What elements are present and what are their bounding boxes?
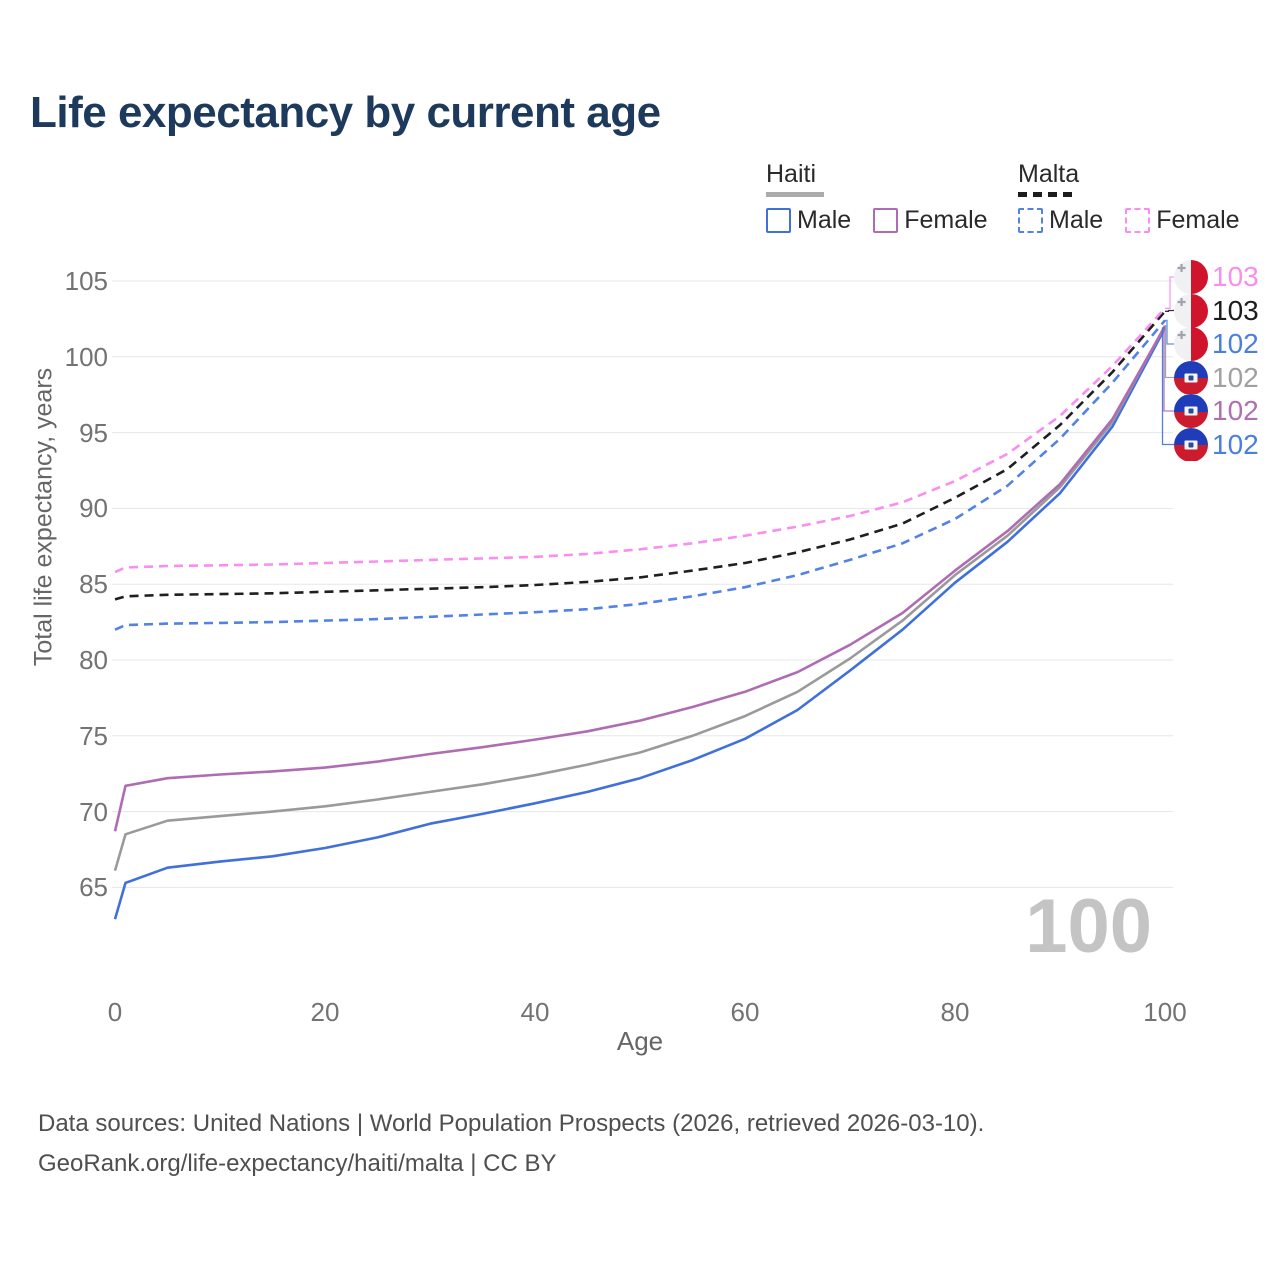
y-tick-label: 85 [79,569,108,600]
malta-dashed-line-swatch [1018,192,1076,197]
george-cross-icon: ✚ [1177,263,1187,275]
series-line-haiti-both-sexes [113,325,1167,872]
y-tick-label: 80 [79,645,108,675]
george-cross-icon: ✚ [1177,330,1187,342]
haiti-male-swatch-icon [766,208,791,233]
legend-item-malta-female[interactable]: Female [1125,206,1240,235]
y-tick-label: 105 [64,266,108,296]
label-leader-line [1165,276,1174,309]
haiti-female-swatch-icon [873,208,899,233]
end-value-label-haiti-both-sexes: 102 [1212,361,1259,393]
y-tick-label: 90 [79,493,108,524]
end-value-label-malta-female: 103 [1212,261,1259,292]
legend-item-haiti-male[interactable]: Male [766,206,851,235]
series-line-haiti-female [113,325,1167,832]
footer-data-sources: Data sources: United Nations | World Pop… [38,1110,985,1137]
series-line-haiti-male [113,327,1167,920]
y-tick-label: 75 [79,720,108,751]
y-tick-label: 65 [79,872,108,903]
x-tick-label: 100 [1143,997,1187,1027]
label-leader-line [1165,309,1174,312]
haiti-coat-of-arms-icon [1184,440,1198,449]
legend-group-malta: Malta Male Female [1018,160,1240,235]
haiti-flag-icon [1174,427,1208,462]
haiti-solid-line-swatch [766,192,824,197]
malta-flag-icon: ✚ [1174,327,1208,361]
x-tick-label: 60 [730,997,760,1027]
label-leader-line [1165,319,1174,345]
series-line-malta-male [114,319,1166,631]
legend-label: Female [1156,206,1240,234]
label-leader-line [1164,325,1174,379]
x-tick-label: 40 [520,997,550,1027]
malta-female-swatch-icon [1125,208,1151,233]
haiti-coat-of-arms-icon [1184,406,1198,416]
y-tick-label: 70 [79,796,108,827]
legend-label: Male [1049,206,1104,234]
label-leader-line [1163,325,1174,412]
george-cross-icon: ✚ [1177,296,1187,309]
haiti-flag-icon [1174,394,1208,428]
page-title: Life expectancy by current age [30,88,661,137]
watermark-age-value: 100 [1025,884,1152,969]
legend-label: Male [797,206,852,234]
malta-flag-icon: ✚ [1174,260,1208,294]
y-tick-label: 100 [64,341,108,372]
haiti-flag-icon [1174,360,1208,395]
x-tick-label: 0 [107,997,123,1027]
legend-item-haiti-female[interactable]: Female [873,206,988,235]
haiti-coat-of-arms-icon [1184,373,1198,382]
end-value-label-haiti-male: 102 [1212,428,1259,460]
legend-label: Female [904,206,988,234]
end-value-label-haiti-female: 102 [1212,395,1259,426]
series-line-malta-female [114,307,1166,574]
legend-group-haiti: Haiti Male Female [766,160,988,235]
legend-country-haiti: Haiti [766,160,817,188]
legend-item-malta-male[interactable]: Male [1018,206,1103,235]
label-leader-line [1161,327,1174,446]
x-tick-label: 20 [310,997,340,1027]
y-tick-label: 95 [79,417,108,448]
legend-country-malta: Malta [1018,160,1080,188]
series-line-malta-both-sexes [114,310,1166,601]
end-value-label-malta-both-sexes: 103 [1212,294,1259,326]
end-value-label-malta-male: 102 [1212,328,1259,359]
footer-attribution[interactable]: GeoRank.org/life-expectancy/haiti/malta … [38,1150,557,1177]
x-tick-label: 80 [940,997,970,1027]
malta-flag-icon: ✚ [1174,293,1208,328]
x-axis-title: Age [616,1026,664,1056]
malta-male-swatch-icon [1018,208,1043,233]
